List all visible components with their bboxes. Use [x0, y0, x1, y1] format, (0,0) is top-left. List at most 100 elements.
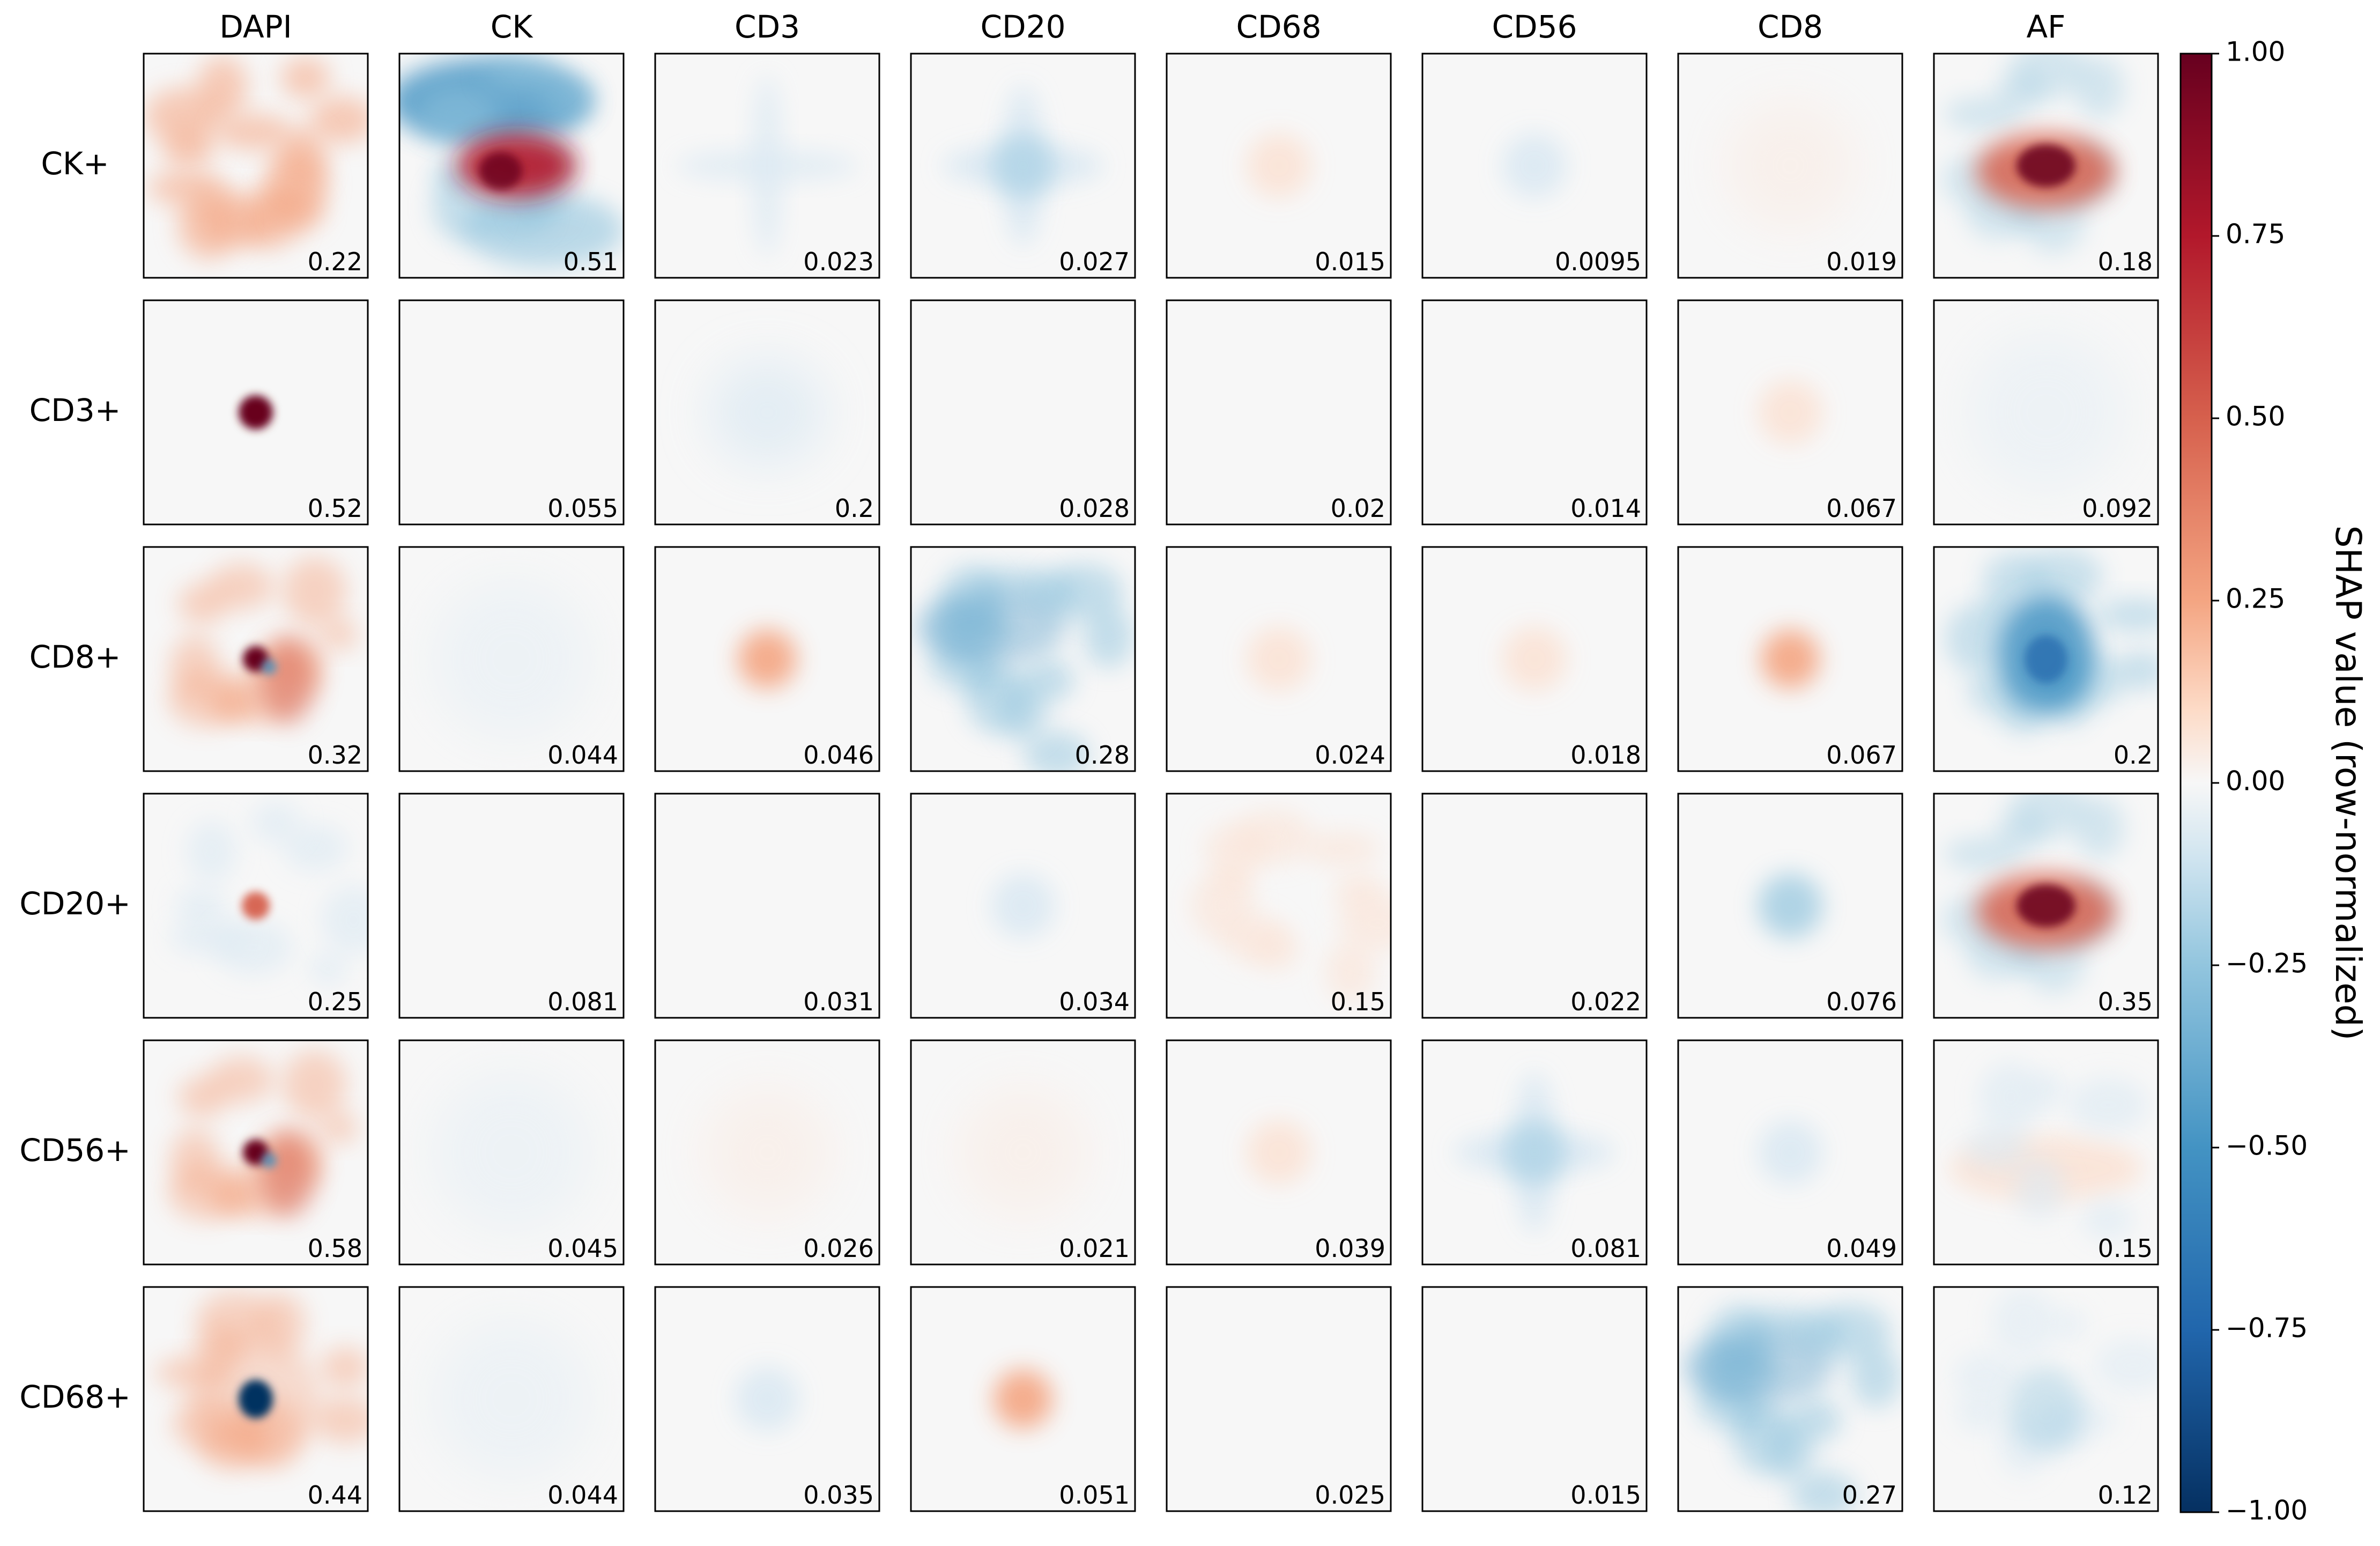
row-label-cd56-pos: CD56+	[19, 1132, 131, 1168]
shap-panel-ck-pos-ck: 0.51	[398, 53, 625, 279]
column-header-cd68: CD68	[1236, 9, 1322, 45]
shap-panel-cd68-pos-af: 0.12	[1933, 1286, 2159, 1512]
shap-panel-cd20-pos-cd68: 0.15	[1166, 793, 1392, 1019]
panel-value-label: 0.044	[547, 1481, 618, 1510]
shap-panel-ck-pos-cd8: 0.019	[1677, 53, 1903, 279]
shap-panel-cd3-pos-ck: 0.055	[398, 299, 625, 526]
colorbar-tick-label: 0.25	[2226, 583, 2285, 615]
panel-border	[1677, 1286, 1903, 1512]
panel-value-label: 0.52	[308, 494, 362, 523]
panel-border	[1677, 793, 1903, 1019]
panel-value-label: 0.27	[1842, 1481, 1897, 1510]
panel-background	[399, 794, 624, 1018]
column-header-cd8: CD8	[1758, 9, 1823, 45]
panel-border	[1933, 1039, 2159, 1266]
panel-value-label: 0.15	[2098, 1234, 2153, 1263]
shap-panel-cd8-pos-cd56: 0.018	[1421, 546, 1648, 772]
panel-border	[1166, 1286, 1392, 1512]
panel-value-label: 0.031	[803, 987, 874, 1016]
column-header-dapi: DAPI	[219, 9, 292, 45]
shap-panel-cd8-pos-cd68: 0.024	[1166, 546, 1392, 772]
panel-border	[654, 1286, 880, 1512]
shap-panel-cd68-pos-ck: 0.044	[398, 1286, 625, 1512]
row-label-cd8-pos: CD8+	[29, 639, 121, 675]
shap-panel-cd20-pos-af: 0.35	[1933, 793, 2159, 1019]
panel-border	[398, 299, 625, 526]
colorbar-tick-label: 0.50	[2226, 401, 2285, 432]
panel-value-label: 0.045	[547, 1234, 618, 1263]
shap-panel-ck-pos-cd56: 0.0095	[1421, 53, 1648, 279]
panel-border	[1421, 1039, 1648, 1266]
panel-border	[1933, 793, 2159, 1019]
shap-panel-cd56-pos-cd56: 0.081	[1421, 1039, 1648, 1266]
colorbar-tick-label: −0.25	[2226, 948, 2308, 979]
shap-panel-cd3-pos-af: 0.092	[1933, 299, 2159, 526]
panel-value-label: 0.024	[1315, 741, 1385, 770]
panel-value-label: 0.51	[564, 247, 618, 276]
column-header-cd20: CD20	[981, 9, 1066, 45]
colorbar-tick-label: 1.00	[2226, 36, 2285, 68]
panel-value-label: 0.28	[1075, 741, 1130, 770]
shap-panel-cd8-pos-dapi: 0.32	[143, 546, 369, 772]
shap-panel-cd8-pos-ck: 0.044	[398, 546, 625, 772]
panel-border	[1166, 1039, 1392, 1266]
column-header-cd56: CD56	[1492, 9, 1577, 45]
panel-border	[910, 1039, 1136, 1266]
shap-panel-ck-pos-cd3: 0.023	[654, 53, 880, 279]
panel-border	[1421, 546, 1648, 772]
panel-border	[1677, 299, 1903, 526]
panel-value-label: 0.067	[1826, 741, 1897, 770]
panel-value-label: 0.039	[1315, 1234, 1385, 1263]
shap-panel-cd8-pos-af: 0.2	[1933, 546, 2159, 772]
shap-panel-cd68-pos-dapi: 0.44	[143, 1286, 369, 1512]
panel-border	[398, 1039, 625, 1266]
panel-value-label: 0.035	[803, 1481, 874, 1510]
panel-background	[1167, 1287, 1391, 1511]
panel-border	[1933, 299, 2159, 526]
column-header-cd3: CD3	[735, 9, 800, 45]
panel-grid: DAPI CK CD3 CD20 CD68 CD56 CD8 AF CK+ 0.22 0.51 0.0…	[19, 9, 2159, 1512]
panel-border	[398, 1286, 625, 1512]
shap-panel-ck-pos-cd20: 0.027	[910, 53, 1136, 279]
shap-panel-cd56-pos-ck: 0.045	[398, 1039, 625, 1266]
panel-border	[1677, 1039, 1903, 1266]
colorbar-tick-label: −1.00	[2226, 1495, 2308, 1526]
panel-border	[1933, 53, 2159, 279]
panel-value-label: 0.025	[1315, 1481, 1385, 1510]
panel-border	[1933, 546, 2159, 772]
panel-value-label: 0.15	[1331, 987, 1385, 1016]
panel-background	[399, 300, 624, 524]
panel-border	[654, 53, 880, 279]
panel-border	[1421, 299, 1648, 526]
panel-value-label: 0.25	[308, 987, 362, 1016]
shap-panel-cd56-pos-cd20: 0.021	[910, 1039, 1136, 1266]
panel-border	[910, 546, 1136, 772]
panel-background	[1422, 794, 1647, 1018]
shap-panel-cd3-pos-cd3: 0.2	[654, 299, 880, 526]
shap-panel-ck-pos-dapi: 0.22	[143, 53, 369, 279]
panel-value-label: 0.021	[1059, 1234, 1130, 1263]
shap-panel-cd8-pos-cd3: 0.046	[654, 546, 880, 772]
shap-panel-cd56-pos-cd8: 0.049	[1677, 1039, 1903, 1266]
panel-border	[1166, 53, 1392, 279]
panel-value-label: 0.2	[835, 494, 874, 523]
panel-border	[143, 546, 369, 772]
shap-panel-cd20-pos-ck: 0.081	[398, 793, 625, 1019]
panel-background	[911, 300, 1135, 524]
shap-panel-cd3-pos-cd56: 0.014	[1421, 299, 1648, 526]
panel-value-label: 0.081	[547, 987, 618, 1016]
panel-border	[1421, 793, 1648, 1019]
shap-panel-cd3-pos-cd20: 0.028	[910, 299, 1136, 526]
panel-value-label: 0.067	[1826, 494, 1897, 523]
panel-value-label: 0.58	[308, 1234, 362, 1263]
shap-panel-cd20-pos-cd8: 0.076	[1677, 793, 1903, 1019]
panel-value-label: 0.026	[803, 1234, 874, 1263]
panel-value-label: 0.081	[1570, 1234, 1641, 1263]
shap-panel-ck-pos-cd68: 0.015	[1166, 53, 1392, 279]
panel-value-label: 0.028	[1059, 494, 1130, 523]
panel-value-label: 0.22	[308, 247, 362, 276]
shap-panel-cd3-pos-cd68: 0.02	[1166, 299, 1392, 526]
panel-value-label: 0.051	[1059, 1481, 1130, 1510]
panel-value-label: 0.35	[2098, 987, 2153, 1016]
